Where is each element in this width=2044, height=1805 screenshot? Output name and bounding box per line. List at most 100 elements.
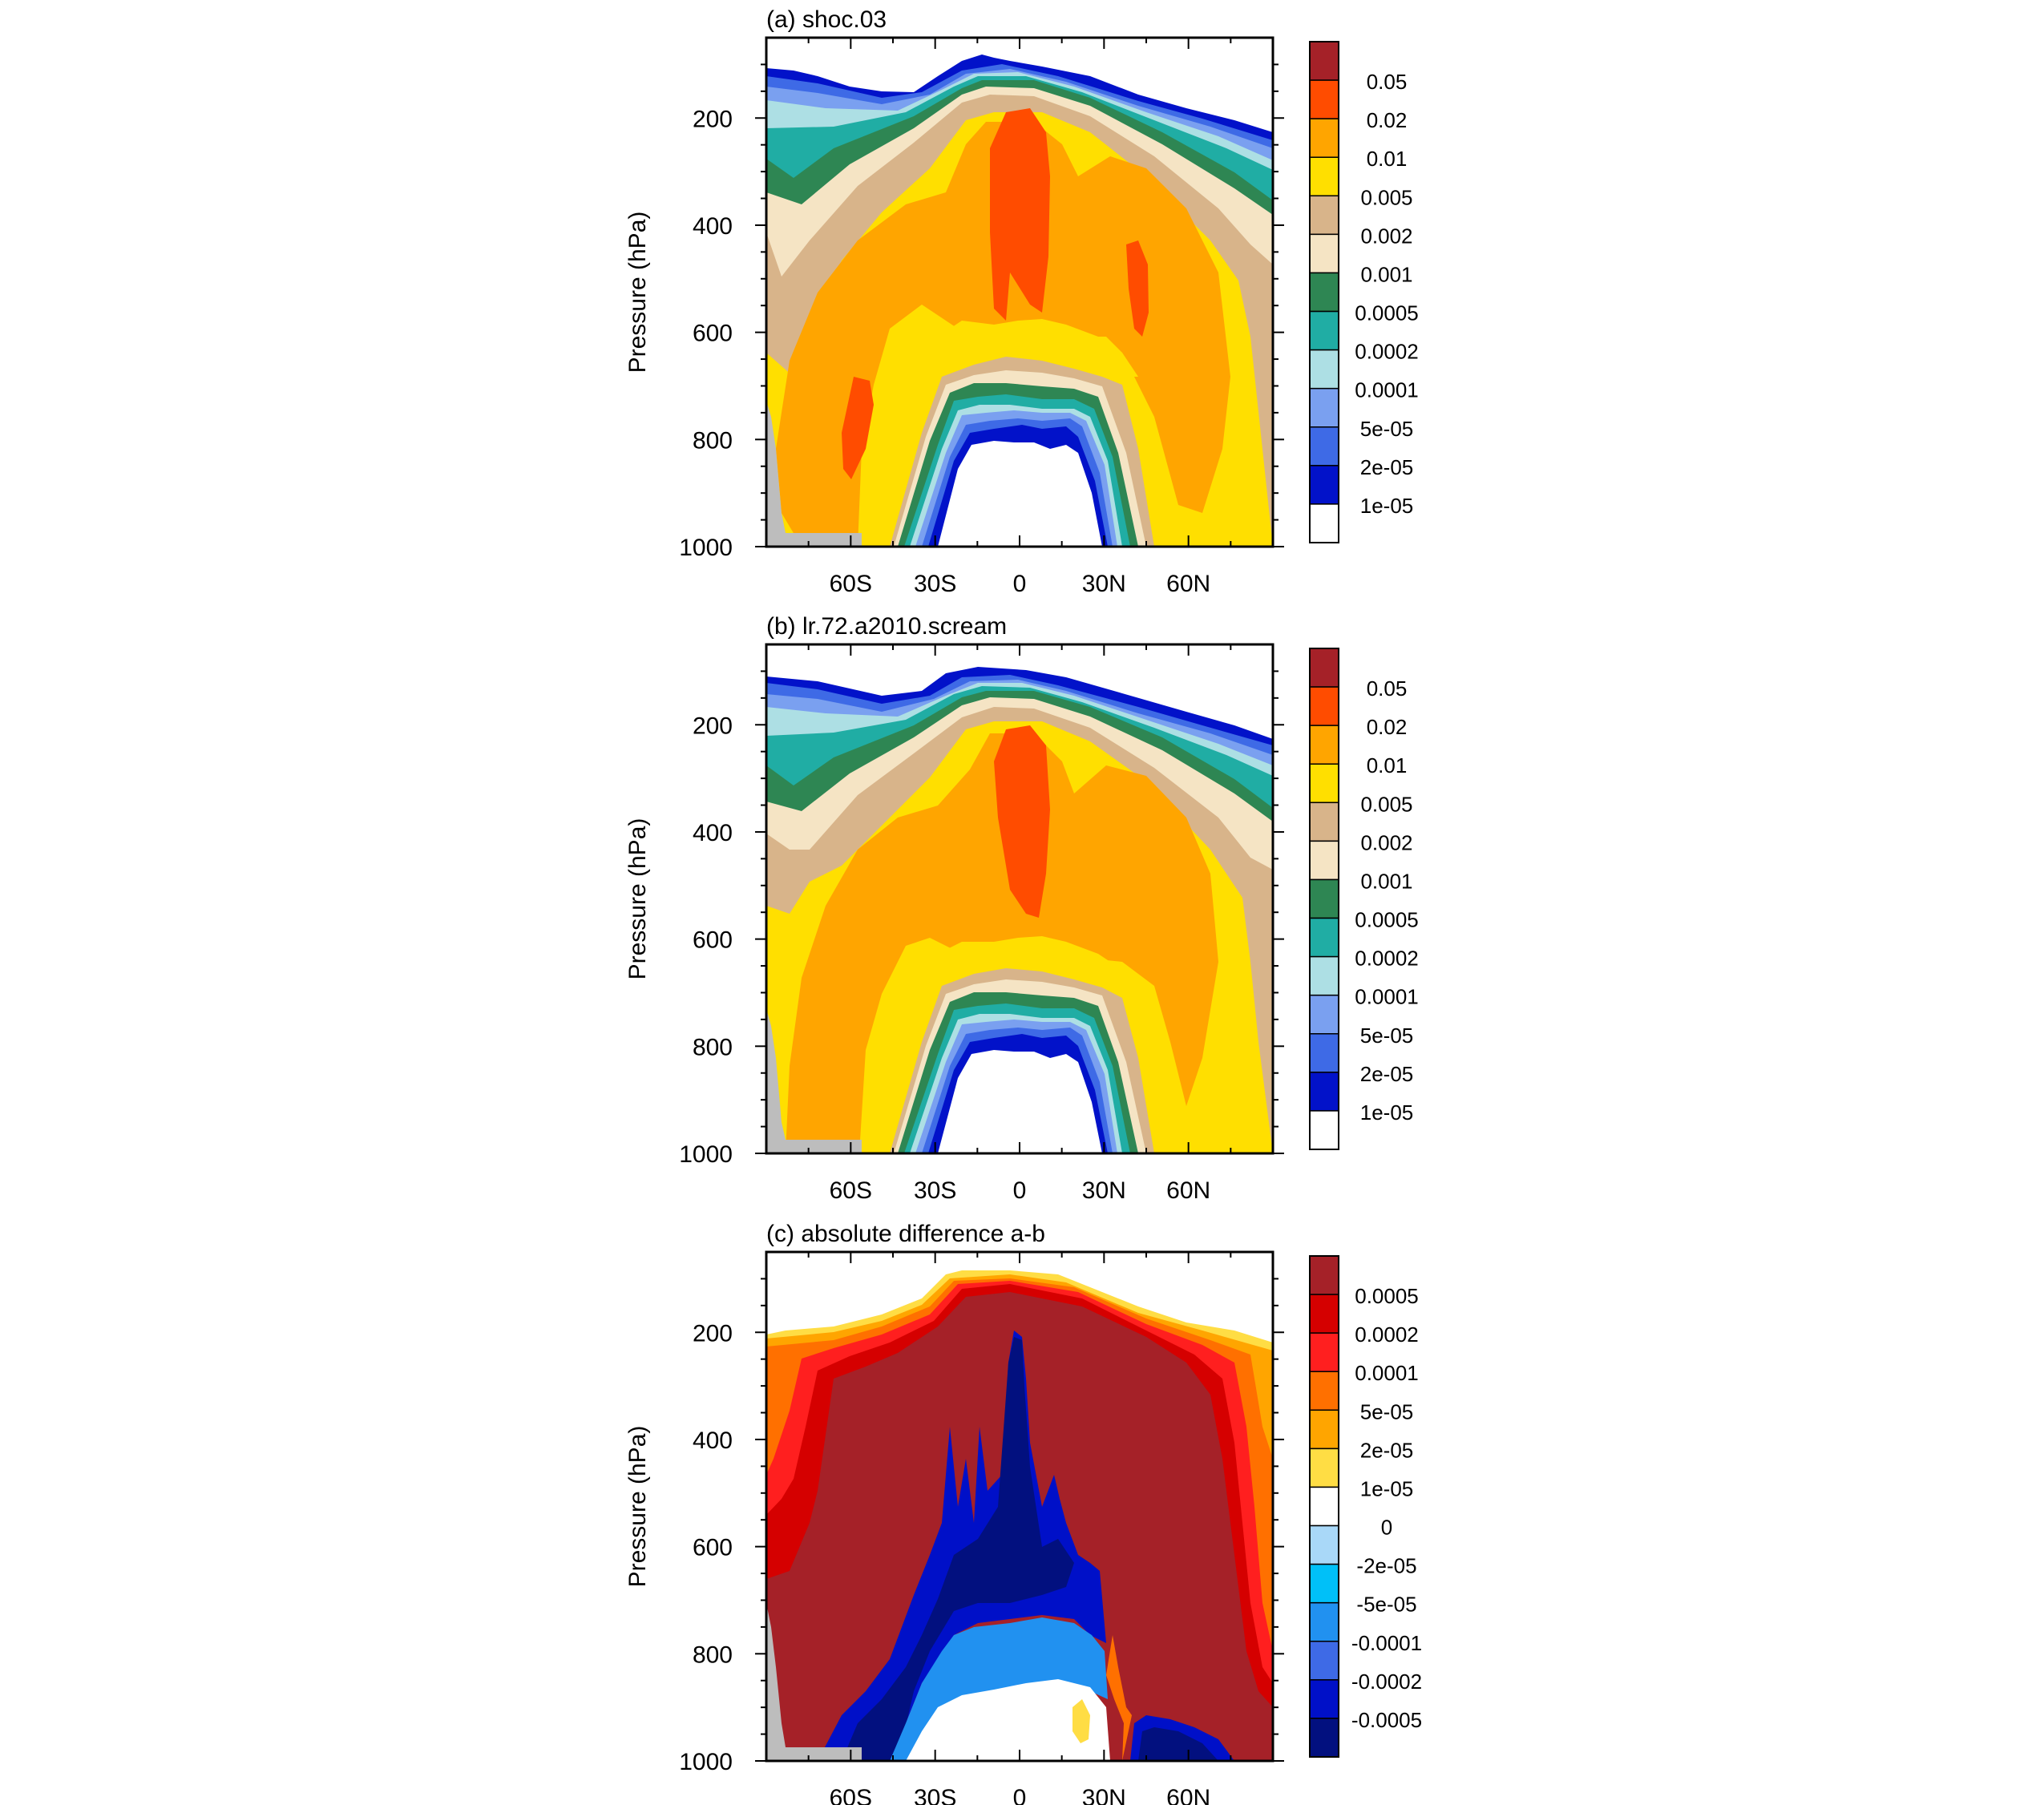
colorbar-label: 0.001 bbox=[1360, 262, 1412, 286]
colorbar-label: 0.0002 bbox=[1355, 340, 1419, 364]
panel-c-negative-north-band bbox=[1106, 1635, 1132, 1761]
colorbar-label: -2e-05 bbox=[1356, 1554, 1416, 1578]
colorbar-label: 0.002 bbox=[1360, 224, 1412, 248]
colorbar-label: 0 bbox=[1381, 1516, 1392, 1540]
panel-a-inner-0.005 bbox=[914, 319, 1138, 389]
colorbar-box bbox=[1309, 648, 1339, 688]
panel-c-axes: 60S 30S 0 30N 60N 200 400 600 800 1000 bbox=[679, 1252, 1284, 1805]
xtick-label: 30N bbox=[1082, 1177, 1126, 1204]
colorbar-box bbox=[1309, 1110, 1339, 1150]
colorbar-box bbox=[1309, 1486, 1339, 1527]
xtick-label: 30N bbox=[1082, 1785, 1126, 1805]
colorbar-box bbox=[1309, 1563, 1339, 1604]
xtick-label: 60N bbox=[1166, 571, 1210, 597]
colorbar-label: 2e-05 bbox=[1360, 1062, 1414, 1086]
colorbar-box bbox=[1309, 686, 1339, 726]
colorbar-box bbox=[1309, 233, 1339, 274]
xtick-label: 60S bbox=[830, 1177, 872, 1204]
colorbar-box bbox=[1309, 725, 1339, 765]
ytick-label: 200 bbox=[693, 106, 733, 132]
colorbar-label: 0.02 bbox=[1367, 108, 1408, 132]
colorbar-box bbox=[1309, 503, 1339, 543]
colorbar-box bbox=[1309, 1371, 1339, 1411]
colorbar-box bbox=[1309, 1033, 1339, 1073]
panel-c-ylabel: Pressure (hPa) bbox=[624, 1426, 651, 1588]
colorbar-label: 0.0001 bbox=[1355, 378, 1419, 402]
xtick-label: 0 bbox=[1013, 1177, 1027, 1204]
colorbar-box bbox=[1309, 802, 1339, 842]
colorbar-box bbox=[1309, 1332, 1339, 1372]
panel-a-ylabel: Pressure (hPa) bbox=[624, 212, 651, 374]
ytick-label: 400 bbox=[693, 213, 733, 240]
panel-b-colorbar: 0.05 0.02 0.01 0.005 0.002 0.001 0.0005 0.0002 0… bbox=[1309, 648, 1419, 1150]
colorbar-box bbox=[1309, 1448, 1339, 1488]
colorbar-label: 0.0005 bbox=[1355, 908, 1419, 932]
colorbar-label: 0.0002 bbox=[1355, 1322, 1419, 1347]
panel-a-level-0.02-north bbox=[1126, 240, 1149, 337]
colorbar-box bbox=[1309, 1679, 1339, 1719]
colorbar-label: 0.0001 bbox=[1355, 985, 1419, 1009]
panel-b-inner-0.005 bbox=[914, 936, 1138, 1002]
colorbar-label: 0.001 bbox=[1360, 869, 1412, 893]
xtick-label: 0 bbox=[1013, 571, 1027, 597]
panel-b-level-0.02-equator bbox=[994, 725, 1050, 918]
colorbar-box bbox=[1309, 195, 1339, 236]
ytick-label: 1000 bbox=[679, 535, 733, 561]
panel-c: (c) absolute difference a-b Pressure (hP… bbox=[624, 1221, 1422, 1805]
colorbar-label: 5e-05 bbox=[1360, 1399, 1414, 1423]
panel-c-negative bbox=[818, 1331, 1106, 1761]
colorbar-box bbox=[1309, 1641, 1339, 1681]
colorbar-box bbox=[1309, 1409, 1339, 1450]
panel-b: (b) lr.72.a2010.scream Pressure (hPa) 60… bbox=[624, 613, 1419, 1204]
panel-c-field bbox=[766, 1252, 1273, 1761]
panel-a-axes: 60S 30S 0 30N 60N 200 400 600 800 1000 bbox=[679, 38, 1284, 597]
colorbar-label: 0.0002 bbox=[1355, 947, 1419, 971]
panel-a-missing bbox=[766, 401, 862, 547]
panel-c-negative-north-strong bbox=[1138, 1727, 1218, 1761]
colorbar-label: 5e-05 bbox=[1360, 1024, 1414, 1048]
ytick-label: 800 bbox=[693, 427, 733, 454]
colorbar-label: -0.0002 bbox=[1351, 1670, 1422, 1694]
ytick-label: 400 bbox=[693, 1427, 733, 1454]
colorbar-frame bbox=[1309, 41, 1339, 543]
colorbar-box bbox=[1309, 878, 1339, 919]
colorbar-box bbox=[1309, 349, 1339, 390]
colorbar-label: 0.02 bbox=[1367, 715, 1408, 739]
colorbar-box bbox=[1309, 1072, 1339, 1112]
colorbar-label: -0.0001 bbox=[1351, 1631, 1422, 1655]
xtick-label: 60N bbox=[1166, 1177, 1210, 1204]
panel-a-title: (a) shoc.03 bbox=[766, 6, 887, 33]
colorbar-label: 0.05 bbox=[1367, 70, 1408, 94]
colorbar-box bbox=[1309, 1294, 1339, 1334]
ytick-label: 400 bbox=[693, 820, 733, 846]
colorbar-label: 0.005 bbox=[1360, 792, 1412, 816]
panel-a-level-0.01 bbox=[776, 122, 1230, 547]
panel-c-missing bbox=[766, 1603, 862, 1761]
panel-b-missing bbox=[766, 1008, 862, 1153]
colorbar-label: -0.0005 bbox=[1351, 1708, 1422, 1732]
ytick-label: 600 bbox=[693, 927, 733, 954]
colorbar-box bbox=[1309, 310, 1339, 351]
ytick-label: 200 bbox=[693, 713, 733, 739]
colorbar-box bbox=[1309, 1601, 1339, 1642]
xtick-label: 60N bbox=[1166, 1785, 1210, 1805]
colorbar-label: 0.0005 bbox=[1355, 1284, 1419, 1308]
colorbar-box bbox=[1309, 1255, 1339, 1295]
colorbar-box bbox=[1309, 763, 1339, 804]
colorbar-frame bbox=[1309, 1255, 1339, 1758]
ytick-label: 200 bbox=[693, 1320, 733, 1347]
ytick-label: 600 bbox=[693, 321, 733, 347]
xtick-label: 60S bbox=[830, 571, 872, 597]
colorbar-label: 0.005 bbox=[1360, 185, 1412, 209]
panel-a: (a) shoc.03 Pressure (hPa) 60S 30S 0 30N 60N… bbox=[624, 6, 1419, 597]
panel-c-zero-dome bbox=[906, 1679, 1110, 1761]
panel-b-field bbox=[766, 644, 1273, 1153]
panel-b-axes: 60S 30S 0 30N 60N 200 400 600 800 1000 bbox=[679, 644, 1284, 1204]
xtick-label: 0 bbox=[1013, 1785, 1027, 1805]
colorbar-label: 0.01 bbox=[1367, 753, 1408, 777]
colorbar-box bbox=[1309, 272, 1339, 313]
xtick-label: 30N bbox=[1082, 571, 1126, 597]
xtick-label: 30S bbox=[914, 1177, 956, 1204]
panel-a-level-0.02-south bbox=[842, 377, 874, 479]
